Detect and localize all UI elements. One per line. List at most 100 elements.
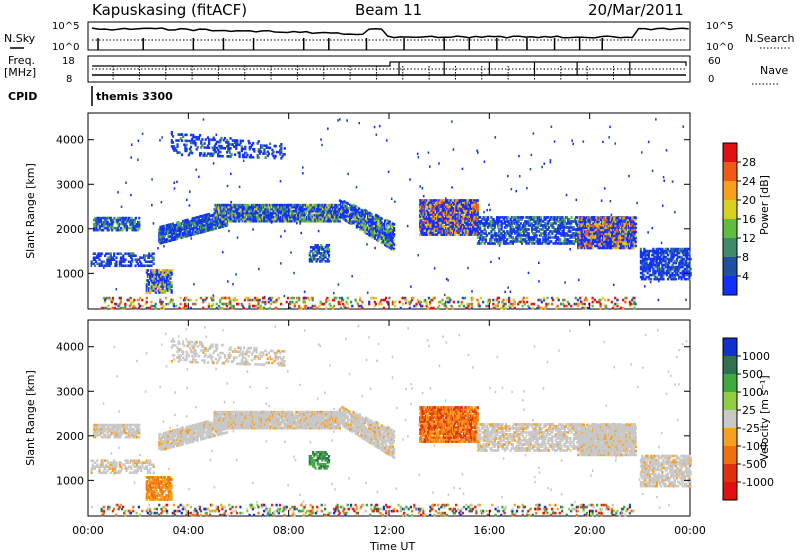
power-cell — [290, 211, 293, 215]
power-cell — [275, 215, 278, 219]
power-cell — [450, 225, 453, 228]
power-cell — [320, 209, 323, 213]
power-cell — [313, 213, 317, 217]
power-cell — [204, 229, 207, 233]
power-cell — [326, 245, 329, 249]
power-cell — [164, 287, 168, 290]
power-cell — [244, 151, 247, 155]
power-cell — [137, 264, 141, 268]
power-cell — [438, 231, 441, 234]
power-cell — [590, 236, 593, 240]
power-cell — [196, 215, 199, 219]
power-cell — [448, 205, 451, 208]
power-cell — [425, 223, 429, 226]
power-cell — [172, 232, 176, 235]
power-cell — [315, 205, 318, 209]
power-cell — [488, 232, 491, 235]
power-cell — [242, 205, 245, 209]
power-cell — [601, 246, 605, 250]
power-cell — [420, 223, 423, 226]
power-cell — [256, 213, 259, 217]
power-cell — [305, 215, 309, 219]
power-cell — [138, 220, 141, 224]
power-cell — [532, 240, 535, 243]
power-cell — [260, 203, 264, 207]
power-cell — [184, 133, 187, 137]
power-cell — [352, 221, 355, 225]
power-cell — [583, 242, 587, 246]
power-cell — [583, 246, 587, 250]
power-cell — [503, 232, 507, 235]
power-cell — [273, 156, 276, 160]
power-cell — [461, 199, 465, 202]
power-cell — [430, 199, 433, 202]
power-cell — [170, 283, 173, 286]
power-cell — [524, 230, 527, 233]
power-cell — [475, 227, 478, 230]
power-cell — [252, 217, 256, 221]
power-cell — [563, 218, 566, 221]
power-cell — [617, 226, 620, 230]
power-cell — [184, 147, 187, 151]
power-cell — [569, 220, 572, 223]
power-cell — [447, 215, 450, 218]
power-cell — [193, 141, 196, 145]
power-cell — [120, 222, 123, 226]
power-cell — [458, 223, 461, 226]
power-cell — [272, 209, 275, 213]
power-cell — [112, 220, 115, 224]
power-cell — [521, 240, 525, 243]
power-cell — [266, 213, 269, 217]
power-cell — [607, 232, 610, 236]
power-cell — [626, 246, 629, 250]
power-cell — [567, 222, 570, 225]
power-cell — [322, 205, 326, 209]
power-cell — [472, 227, 475, 230]
power-cell — [525, 236, 528, 239]
power-cell — [331, 217, 335, 221]
power-cell — [274, 154, 277, 158]
power-cell — [282, 153, 285, 156]
power-cell — [525, 234, 528, 237]
power-cell — [544, 218, 547, 221]
power-cell — [442, 199, 446, 202]
power-cell — [360, 224, 363, 228]
power-cell — [223, 209, 226, 213]
power-cell — [162, 232, 165, 236]
power-cell — [159, 277, 162, 280]
power-cell — [235, 211, 239, 215]
power-cell — [130, 262, 133, 266]
power-cell — [378, 238, 381, 241]
power-cell — [458, 213, 461, 216]
power-cell — [116, 218, 119, 222]
power-cell — [633, 222, 636, 226]
power-cell — [162, 226, 165, 230]
power-cell — [312, 219, 315, 223]
power-cell — [178, 230, 181, 234]
power-cell — [166, 226, 169, 229]
power-cell — [466, 221, 469, 224]
power-cell — [263, 150, 266, 153]
power-cell — [230, 153, 233, 156]
power-cell — [385, 222, 388, 225]
power-cell — [437, 211, 440, 214]
power-cell — [631, 222, 634, 226]
power-cell — [559, 226, 562, 229]
power-cell — [606, 220, 609, 224]
power-cell — [170, 145, 173, 148]
power-cell — [465, 231, 468, 234]
power-cell — [601, 224, 605, 228]
power-cell — [561, 230, 564, 233]
power-cell — [326, 207, 329, 211]
power-cell — [259, 213, 262, 217]
power-cell — [254, 215, 257, 219]
power-cell — [631, 228, 634, 232]
power-cell — [459, 225, 462, 228]
power-cell — [634, 234, 637, 238]
power-cell — [543, 224, 546, 227]
power-cell — [466, 219, 469, 222]
power-cell — [213, 144, 216, 148]
power-cell — [624, 238, 627, 242]
power-cell — [378, 233, 381, 237]
power-cell — [257, 140, 260, 143]
